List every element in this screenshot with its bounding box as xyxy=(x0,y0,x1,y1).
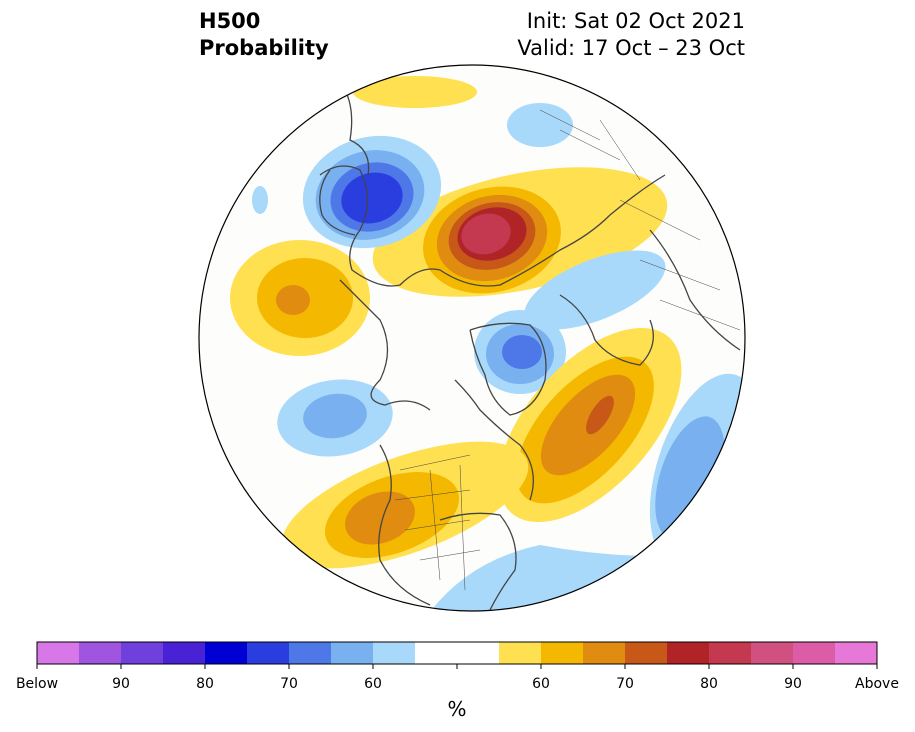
colorbar-swatch xyxy=(583,642,626,664)
colorbar-swatch xyxy=(709,642,752,664)
colorbar-swatch xyxy=(163,642,206,664)
colorbar-swatch xyxy=(667,642,710,664)
colorbar-swatch xyxy=(37,642,80,664)
coast-japan xyxy=(344,89,370,176)
title-line-1: H500 xyxy=(199,9,261,33)
anomaly-europe-below-60 xyxy=(524,250,666,330)
colorbar: Below 90 80 70 60 60 70 80 90 Above % xyxy=(16,641,899,721)
colorbar-tick-label: 90 xyxy=(784,676,802,692)
init-date: Init: Sat 02 Oct 2021 xyxy=(526,9,745,33)
colorbar-swatch xyxy=(205,642,248,664)
coast-greenland xyxy=(469,322,547,416)
coast-na-west xyxy=(378,444,431,606)
colorbar-tick-label: Above xyxy=(855,676,899,692)
colorbar-swatch xyxy=(457,642,500,664)
colorbar-swatch xyxy=(121,642,164,664)
colorbar-swatch xyxy=(625,642,668,664)
colorbar-tick-label: Below xyxy=(16,676,58,692)
colorbar-swatch xyxy=(541,642,584,664)
chart-title: H500 Probability xyxy=(199,8,329,62)
anomaly-east-asia-below-75 xyxy=(341,172,403,224)
colorbar-swatch xyxy=(793,642,836,664)
title-line-2: Probability xyxy=(199,36,329,60)
colorbar-swatch xyxy=(499,642,542,664)
anomaly-small-pacific xyxy=(252,186,268,214)
colorbar-swatch xyxy=(751,642,794,664)
colorbar-tick-label: 80 xyxy=(700,676,718,692)
coast-asia-arctic xyxy=(319,165,666,287)
colorbar-swatches xyxy=(37,642,878,664)
colorbar-swatch xyxy=(79,642,122,664)
colorbar-tick-label: 90 xyxy=(112,676,130,692)
anomaly-greenland-below-70 xyxy=(502,335,542,369)
colorbar-tick-label: 60 xyxy=(532,676,550,692)
colorbar-swatch xyxy=(331,642,374,664)
anomaly-top-strip xyxy=(353,76,477,108)
anomaly-north-atlantic-above-75 xyxy=(586,395,614,435)
probability-fields xyxy=(230,76,745,611)
coast-east-asia xyxy=(319,169,356,236)
colorbar-swatch xyxy=(247,642,290,664)
colorbar-unit: % xyxy=(447,697,466,721)
coast-scandinavia xyxy=(559,294,654,366)
colorbar-swatch xyxy=(373,642,416,664)
anomaly-alaska-below-65 xyxy=(303,393,367,439)
coast-canada-arctic xyxy=(454,379,534,501)
coast-europe xyxy=(649,229,741,351)
colorbar-ticks: Below 90 80 70 60 60 70 80 90 Above xyxy=(16,664,899,692)
coast-alaska xyxy=(339,279,431,411)
colorbar-swatch xyxy=(415,642,458,664)
polar-map xyxy=(198,64,746,612)
borders xyxy=(394,109,741,591)
colorbar-swatch xyxy=(289,642,332,664)
colorbar-swatch xyxy=(835,642,878,664)
borders-na xyxy=(394,454,481,591)
colorbar-tick-label: 70 xyxy=(280,676,298,692)
coast-na-east xyxy=(439,512,517,611)
anomaly-central-asia-below-60 xyxy=(507,103,573,147)
anomaly-north-america-above-70 xyxy=(345,491,415,545)
init-valid-info: Init: Sat 02 Oct 2021 Valid: 17 Oct – 23… xyxy=(517,8,745,62)
anomaly-north-pacific-above-70 xyxy=(276,285,310,315)
globe-outline xyxy=(198,64,746,612)
borders-eurasia xyxy=(539,109,741,331)
anomaly-siberia-above-85 xyxy=(461,213,511,255)
colorbar-tick-label: 70 xyxy=(616,676,634,692)
valid-range: Valid: 17 Oct – 23 Oct xyxy=(517,36,745,60)
colorbar-tick-label: 80 xyxy=(196,676,214,692)
colorbar-tick-label: 60 xyxy=(364,676,382,692)
coastlines xyxy=(319,89,741,611)
